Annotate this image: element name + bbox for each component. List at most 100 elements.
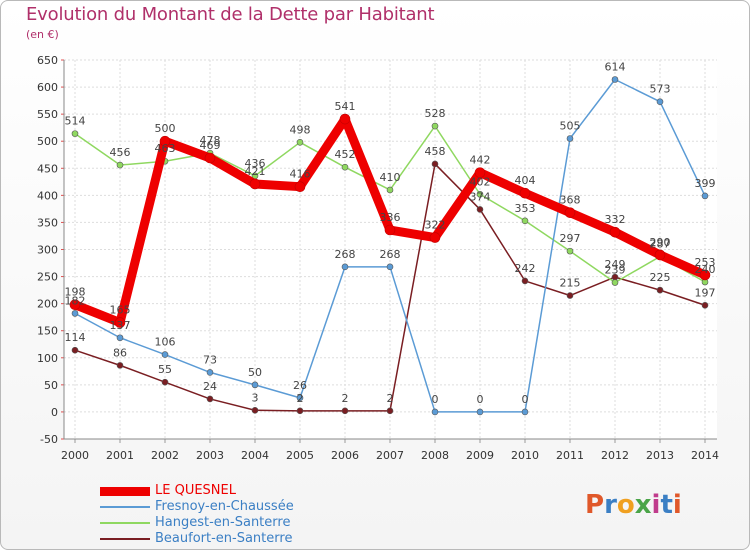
legend-swatch: [100, 522, 150, 524]
y-tick-label: -50: [40, 433, 58, 446]
data-point-fresnoy-en-chauss-e: [386, 263, 394, 271]
data-label-hangest-en-santerre: 402: [470, 175, 491, 188]
proxiti-logo: Proxiti: [585, 490, 682, 520]
data-point-fresnoy-en-chauss-e: [656, 98, 664, 105]
data-label-fresnoy-en-chauss-e: 0: [522, 393, 529, 406]
data-point-hangest-en-santerre: [296, 138, 304, 146]
data-label-le-quesnel: 500: [155, 122, 176, 135]
data-point-beaufort-en-santerre: [521, 277, 529, 285]
data-label-beaufort-en-santerre: 55: [158, 363, 172, 376]
data-label-hangest-en-santerre: 514: [65, 115, 86, 128]
data-label-fresnoy-en-chauss-e: 614: [605, 60, 626, 73]
x-tick-label: 2003: [196, 449, 224, 462]
data-point-fresnoy-en-chauss-e: [206, 369, 214, 376]
logo-letter: r: [604, 490, 617, 520]
data-point-le-quesnel: [384, 224, 396, 236]
data-label-fresnoy-en-chauss-e: 573: [650, 83, 671, 96]
data-label-hangest-en-santerre: 297: [560, 232, 581, 245]
data-point-le-quesnel: [339, 113, 351, 125]
data-point-fresnoy-en-chauss-e: [566, 135, 574, 142]
data-point-hangest-en-santerre: [566, 247, 574, 255]
data-label-hangest-en-santerre: 528: [425, 107, 446, 120]
data-point-beaufort-en-santerre: [251, 407, 259, 414]
data-label-le-quesnel: 332: [605, 213, 626, 226]
data-label-le-quesnel: 198: [65, 286, 86, 299]
data-point-beaufort-en-santerre: [701, 301, 709, 309]
data-label-fresnoy-en-chauss-e: 505: [560, 120, 581, 133]
data-point-beaufort-en-santerre: [296, 407, 304, 415]
data-label-hangest-en-santerre: 240: [695, 263, 716, 276]
data-point-beaufort-en-santerre: [161, 378, 169, 386]
data-point-fresnoy-en-chauss-e: [476, 408, 484, 416]
data-label-le-quesnel: 416: [290, 168, 311, 181]
data-point-le-quesnel: [699, 269, 711, 281]
data-label-beaufort-en-santerre: 24: [203, 380, 217, 393]
data-label-fresnoy-en-chauss-e: 268: [335, 248, 356, 261]
data-point-le-quesnel: [519, 187, 531, 199]
data-label-hangest-en-santerre: 436: [245, 157, 266, 170]
legend-item: LE QUESNEL: [100, 483, 400, 499]
data-point-hangest-en-santerre: [431, 122, 439, 130]
data-label-hangest-en-santerre: 353: [515, 202, 536, 215]
legend-item: Beaufort-en-Santerre: [100, 531, 400, 547]
x-tick-label: 2001: [106, 449, 134, 462]
logo-letter: t: [660, 490, 673, 520]
chart-legend: LE QUESNEL Fresnoy-en-Chaussée Hangest-en-…: [100, 483, 400, 547]
data-point-beaufort-en-santerre: [476, 206, 484, 213]
unit-label: (en €): [26, 28, 59, 41]
legend-item: Fresnoy-en-Chaussée: [100, 499, 400, 515]
data-label-fresnoy-en-chauss-e: 399: [695, 177, 716, 190]
y-tick-label: 400: [37, 189, 58, 202]
data-label-fresnoy-en-chauss-e: 26: [293, 379, 307, 392]
data-point-fresnoy-en-chauss-e: [161, 351, 169, 358]
data-point-hangest-en-santerre: [386, 186, 394, 194]
data-point-hangest-en-santerre: [341, 163, 349, 171]
data-point-fresnoy-en-chauss-e: [611, 76, 619, 83]
data-point-le-quesnel: [159, 135, 171, 147]
data-label-beaufort-en-santerre: 225: [650, 271, 671, 284]
data-label-fresnoy-en-chauss-e: 182: [65, 294, 86, 307]
legend-swatch: [100, 486, 150, 496]
data-point-beaufort-en-santerre: [566, 292, 574, 299]
y-tick-label: 300: [37, 244, 58, 257]
data-point-le-quesnel: [294, 181, 306, 192]
x-tick-label: 2005: [286, 449, 314, 462]
data-point-le-quesnel: [564, 207, 576, 218]
y-tick-label: 50: [44, 379, 58, 392]
legend-item: Hangest-en-Santerre: [100, 515, 400, 531]
x-tick-label: 2011: [556, 449, 584, 462]
x-tick-label: 2000: [61, 449, 89, 462]
x-tick-label: 2010: [511, 449, 539, 462]
data-point-fresnoy-en-chauss-e: [296, 394, 304, 402]
data-label-fresnoy-en-chauss-e: 137: [110, 319, 131, 332]
data-label-hangest-en-santerre: 287: [650, 238, 671, 251]
data-label-hangest-en-santerre: 498: [290, 123, 311, 136]
chart-title: Evolution du Montant de la Dette par Hab…: [26, 4, 435, 25]
data-point-fresnoy-en-chauss-e: [341, 263, 349, 271]
data-label-fresnoy-en-chauss-e: 268: [380, 248, 401, 261]
data-label-beaufort-en-santerre: 2: [342, 392, 349, 405]
data-point-beaufort-en-santerre: [71, 346, 79, 354]
data-label-le-quesnel: 165: [110, 304, 131, 317]
data-label-le-quesnel: 541: [335, 100, 356, 113]
data-point-fresnoy-en-chauss-e: [71, 310, 79, 317]
data-label-hangest-en-santerre: 456: [110, 146, 131, 159]
y-tick-label: 500: [37, 135, 58, 148]
x-tick-label: 2002: [151, 449, 179, 462]
legend-label: Hangest-en-Santerre: [155, 515, 291, 530]
logo-letter: x: [634, 490, 652, 520]
data-label-fresnoy-en-chauss-e: 0: [432, 393, 439, 406]
x-tick-label: 2013: [646, 449, 674, 462]
data-label-fresnoy-en-chauss-e: 73: [203, 353, 217, 366]
data-label-beaufort-en-santerre: 86: [113, 346, 127, 359]
data-point-hangest-en-santerre: [521, 217, 529, 225]
data-label-beaufort-en-santerre: 197: [695, 286, 716, 299]
x-tick-label: 2006: [331, 449, 359, 462]
data-point-fresnoy-en-chauss-e: [701, 192, 709, 200]
data-label-le-quesnel: 253: [695, 256, 716, 269]
data-point-beaufort-en-santerre: [386, 407, 394, 415]
data-label-beaufort-en-santerre: 215: [560, 277, 581, 290]
x-tick-label: 2004: [241, 449, 269, 462]
data-label-beaufort-en-santerre: 114: [65, 331, 86, 344]
